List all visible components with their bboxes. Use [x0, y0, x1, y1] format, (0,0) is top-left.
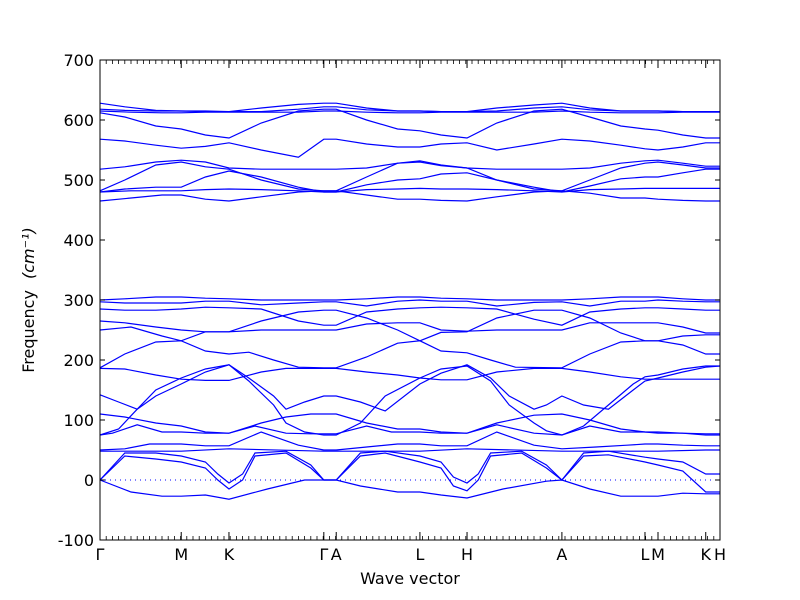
y-tick-label: 100 — [63, 411, 94, 430]
x-tick-label-5: L — [415, 545, 424, 564]
band-line-20 — [99, 159, 720, 170]
band-line-22 — [99, 108, 720, 139]
y-tick-label: -100 — [58, 531, 94, 550]
band-line-3 — [100, 448, 720, 452]
band-line-16 — [99, 190, 720, 202]
x-minor-ticks — [99, 60, 721, 540]
y-tick-label: 400 — [63, 231, 94, 250]
x-tick-label-8: L — [641, 545, 650, 564]
y-axis-label-unit: (cm⁻¹) — [19, 227, 38, 279]
band-line-1 — [99, 479, 720, 500]
y-tick-label: 200 — [63, 351, 94, 370]
y-axis-ticks: -100 0 100 200 300 400 500 600 700 — [58, 51, 720, 550]
y-tick-label: 600 — [63, 111, 94, 130]
x-tick-label-9: M — [651, 545, 665, 564]
y-tick-label: 0 — [84, 471, 94, 490]
x-tick-label-0: Γ — [96, 545, 105, 564]
band-line-0 — [99, 452, 720, 493]
y-tick-label: 500 — [63, 171, 94, 190]
band-lines — [99, 102, 721, 500]
band-line-21 — [99, 138, 720, 158]
x-axis-label: Wave vector — [360, 569, 460, 588]
band-line-14 — [99, 299, 720, 307]
band-line-9 — [99, 367, 720, 381]
x-tick-label-4: A — [331, 545, 342, 564]
band-line-13 — [99, 306, 720, 326]
band-line-24 — [99, 102, 720, 113]
y-tick-label: 300 — [63, 291, 94, 310]
x-tick-label-11: H — [714, 545, 726, 564]
band-line-19 — [99, 161, 720, 192]
band-line-25 — [99, 102, 720, 113]
y-axis-label-text: Frequency — [19, 290, 38, 373]
band-line-2 — [99, 450, 720, 484]
band-line-18 — [99, 168, 720, 193]
x-tick-label-2: K — [224, 545, 235, 564]
plot-frame — [99, 59, 721, 541]
x-tick-label-7: A — [556, 545, 567, 564]
band-line-15 — [99, 296, 720, 301]
band-line-17 — [99, 187, 720, 193]
y-axis-label: Frequency (cm⁻¹) — [19, 227, 38, 372]
x-tick-label-1: M — [174, 545, 188, 564]
band-line-7 — [99, 364, 721, 412]
x-tick-label-10: K — [700, 545, 711, 564]
band-line-5 — [99, 424, 720, 436]
band-line-12 — [99, 320, 720, 334]
band-line-11 — [99, 309, 720, 342]
band-line-6 — [99, 413, 720, 436]
x-tick-label-3: Γ — [319, 545, 328, 564]
band-line-10 — [99, 340, 720, 369]
x-tick-label-6: H — [461, 545, 473, 564]
y-tick-label: 700 — [63, 51, 94, 70]
band-line-8 — [99, 364, 720, 436]
band-line-4 — [99, 431, 720, 451]
